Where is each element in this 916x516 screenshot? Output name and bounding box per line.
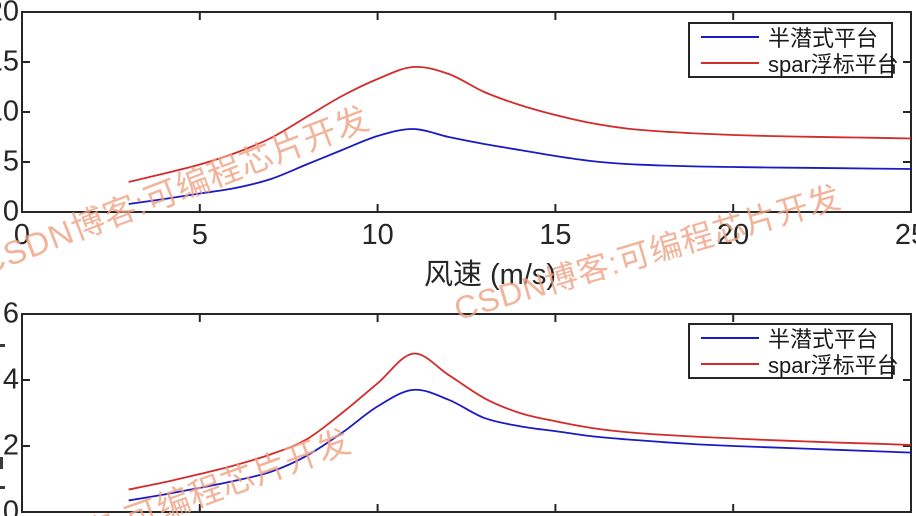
- series-line-semi-submersible: [128, 388, 912, 502]
- series-line-spar-buoy: [128, 352, 912, 491]
- plot-box: [21, 313, 912, 513]
- series-line-semi-submersible: [128, 128, 912, 205]
- series-line-spar-buoy: [128, 65, 912, 183]
- plot-box: [21, 11, 912, 213]
